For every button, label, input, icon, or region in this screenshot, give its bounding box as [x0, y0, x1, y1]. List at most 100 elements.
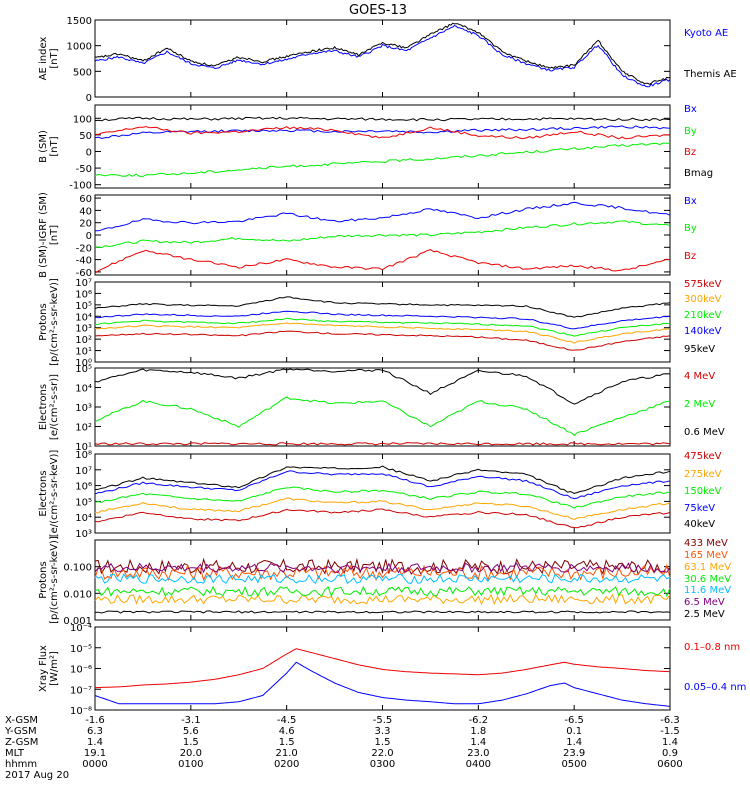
table-cell: -1.5: [660, 726, 680, 737]
series-line-bmag: [94, 116, 671, 122]
table-cell: -6.5: [564, 715, 584, 726]
table-cell: 1.4: [662, 737, 678, 748]
series-line-4-mev: [94, 442, 671, 446]
legend-label: 0.6 MeV: [684, 427, 725, 438]
y-tick-label: -20: [76, 243, 92, 254]
legend-label: 575keV: [684, 279, 722, 290]
table-cell: -4.5: [277, 715, 297, 726]
table-cell: 0300: [370, 759, 395, 770]
table-row-label: X-GSM: [5, 715, 38, 726]
y-axis-label: [e/(cm²-s-sr)]: [49, 374, 60, 440]
series-line-30-6-mev: [94, 585, 671, 598]
y-tick-label: 10³: [75, 403, 92, 414]
legend-label: 433 MeV: [684, 538, 728, 549]
panel-xray: 10⁻⁸ 10⁻⁷ 10⁻⁶ 10⁻⁵ 10⁻⁴ Xray Flux [W/m²] 0.1–0…: [38, 623, 746, 717]
legend-label: 275keV: [684, 469, 722, 480]
legend-label: 63.1 MeV: [684, 562, 731, 573]
legend-label: 4 MeV: [684, 371, 715, 382]
legend-label: Themis AE: [683, 69, 737, 80]
series-line-11-6-mev: [94, 573, 671, 585]
table-cell: 3.3: [375, 726, 391, 737]
legend-label: By: [684, 223, 697, 234]
legend-label: 40keV: [684, 519, 715, 530]
table-cell: 0600: [657, 759, 682, 770]
table-cell: 1.4: [566, 737, 582, 748]
y-tick-label: 500: [73, 67, 92, 78]
y-tick-label: 0.010: [63, 589, 92, 600]
y-tick-label: 10⁴: [75, 384, 92, 395]
table-cell: 0500: [561, 759, 586, 770]
y-axis-label: [e/(cm²-s-sr-keV)]: [49, 450, 60, 538]
legend-label: 140keV: [684, 326, 722, 337]
y-tick-label: 20: [79, 219, 92, 230]
table-row-label: MLT: [5, 748, 25, 759]
y-tick-label: -40: [76, 256, 92, 267]
y-tick-label: 10⁵: [75, 364, 92, 375]
y-tick-label: 10⁶: [75, 482, 92, 493]
panel-electrons_mev: 10¹ 10² 10³ 10⁴ 10⁵ Electrons [e/(cm²-s-sr)] 4 …: [38, 364, 725, 453]
table-row-label: hhmm: [5, 759, 37, 770]
plot-date: 2017 Aug 20: [5, 770, 69, 781]
series-line-2-mev: [94, 396, 671, 436]
y-tick-label: 40: [79, 206, 92, 217]
table-cell: 20.0: [180, 748, 202, 759]
table-cell: 1.5: [183, 737, 199, 748]
panel-protons_mev: 0.001 0.010 0.100 Protons [p/(cm²-s-sr-keV)]…: [38, 536, 731, 627]
series-line-bz: [94, 126, 670, 140]
table-cell: 4.6: [279, 726, 295, 737]
y-axis-label: Electrons: [38, 384, 49, 430]
position-time-table: X-GSMY-GSMZ-GSMMLThhmm-1.66.31.419.10000…: [4, 715, 683, 781]
panel-bsm: -100 -50 0 50 100 B (SM) [nT] Bx By Bz Bmag: [38, 104, 713, 192]
y-axis-label: [nT]: [49, 136, 60, 156]
table-cell: 1.8: [470, 726, 486, 737]
y-tick-label: 100: [73, 114, 92, 125]
series-line-63-1-mev: [94, 593, 671, 606]
y-tick-label: 10²: [75, 335, 92, 346]
y-tick-label: 10³: [75, 529, 92, 540]
table-cell: 1.4: [87, 737, 103, 748]
legend-label: Bx: [684, 104, 697, 115]
y-axis-label: [p/(cm²-s-sr-keV)]: [49, 536, 60, 624]
panel-frame: [94, 367, 671, 447]
y-axis-label: Protons: [38, 303, 49, 340]
series-line-themis-ae: [94, 22, 671, 85]
y-tick-label: 10⁻⁷: [70, 685, 92, 696]
panel-electrons_kev: 10³ 10⁴ 10⁵ 10⁶ 10⁷ 10⁸ Electrons [e/(cm²-s-sr-…: [38, 450, 722, 540]
series-line-bz: [94, 249, 671, 274]
table-cell: -1.6: [85, 715, 105, 726]
legend-label: 300keV: [684, 294, 722, 305]
y-tick-label: 10⁰: [75, 358, 92, 369]
table-cell: 0.9: [662, 748, 678, 759]
legend-label: 6.5 MeV: [684, 597, 725, 608]
y-tick-label: 10⁷: [75, 278, 92, 289]
y-tick-label: 0.001: [63, 616, 92, 627]
table-cell: 6.3: [87, 726, 103, 737]
y-tick-label: 10⁻⁴: [70, 623, 92, 634]
table-cell: -6.2: [469, 715, 489, 726]
legend-label: 2.5 MeV: [684, 609, 725, 620]
legend-label: Bz: [684, 147, 696, 158]
series-line-75kev: [94, 470, 671, 500]
legend-label: 150keV: [684, 486, 722, 497]
series-line-0-05-0-4-nm: [94, 661, 671, 707]
series-line-150kev: [94, 486, 671, 509]
y-tick-label: -50: [76, 164, 92, 175]
y-tick-label: 10⁻⁶: [70, 665, 92, 676]
table-cell: 0200: [274, 759, 299, 770]
y-tick-label: 10⁻⁵: [70, 644, 92, 655]
legend-label: 165 MeV: [684, 550, 728, 561]
table-cell: 22.0: [371, 748, 393, 759]
table-cell: 19.1: [84, 748, 106, 759]
y-tick-label: 10⁴: [75, 513, 92, 524]
y-tick-label: -100: [69, 181, 92, 192]
series-line-bx: [94, 125, 671, 140]
legend-label: Kyoto AE: [684, 28, 728, 39]
legend-label: 475keV: [684, 451, 722, 462]
legend-label: 0.05–0.4 nm: [684, 682, 746, 693]
y-axis-label: Electrons: [38, 470, 49, 516]
legend-label: 0.1–0.8 nm: [684, 642, 740, 653]
y-tick-label: 10⁶: [75, 289, 92, 300]
y-tick-label: 0: [86, 147, 92, 158]
